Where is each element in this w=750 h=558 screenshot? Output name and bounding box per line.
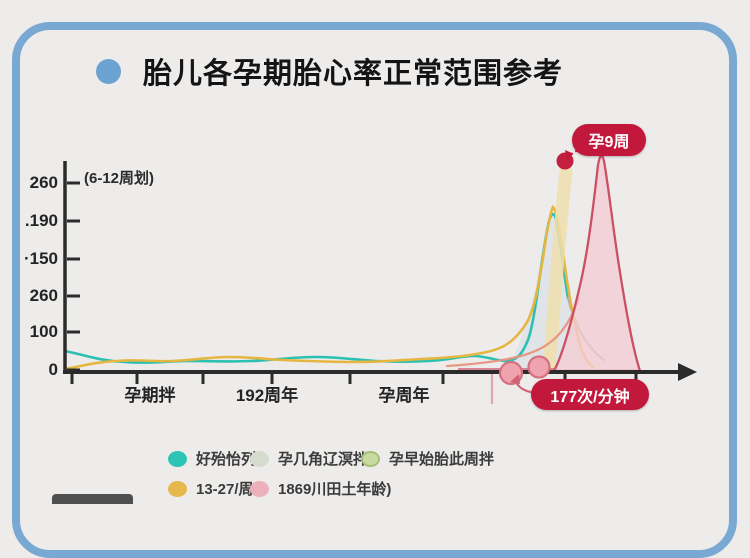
legend-swatch-pale	[250, 450, 269, 467]
bullet-dot-icon	[96, 58, 121, 84]
legend-swatch-gold	[168, 480, 187, 497]
teal-curve	[63, 212, 570, 364]
y-tick-label: 100	[29, 322, 58, 341]
legend-swatch-teal	[168, 450, 187, 467]
pink-area-fill	[554, 155, 640, 371]
legend-label: 1869川田土年龄)	[278, 481, 392, 498]
x-axis-arrow-icon	[678, 363, 697, 381]
axis-marker-circle-2	[527, 355, 551, 379]
dashed-arrowhead-icon	[565, 150, 572, 159]
legend-swatch-pink	[250, 480, 269, 497]
salmon-curve	[445, 296, 581, 368]
page-title: 胎儿各孕期胎心率正常范围参考	[143, 58, 564, 90]
legend-item: 13-27/周	[168, 478, 254, 499]
badge-arrowhead-icon	[510, 374, 520, 384]
legend-label: 13-27/周	[196, 481, 254, 498]
cutoff-bar	[52, 494, 133, 504]
legend-label: 孕早始胎此周拌	[389, 451, 495, 468]
x-tick-label: 孕周年	[378, 386, 430, 405]
header: 胎儿各孕期胎心率正常范围参考	[96, 50, 563, 92]
bpm-badge: 177次/分钟	[531, 379, 649, 410]
y-tick-label: 260	[29, 286, 58, 305]
cream-band	[542, 165, 573, 372]
y-axis-annotation: (6-12周划)	[84, 170, 155, 187]
legend-swatch-green	[361, 450, 380, 467]
week9-badge-label: 孕9周	[588, 134, 630, 151]
yellow-curve	[63, 204, 595, 371]
y-tick-label: 0	[48, 360, 58, 379]
legend-label: 好殆怡列	[196, 451, 257, 468]
x-tick-label: 192周年	[235, 386, 299, 405]
chart-canvas	[63, 149, 697, 404]
legend-item: 孕几角辽溟拌	[250, 448, 368, 469]
y-tick-label: 260	[29, 173, 58, 192]
x-tick-label: 孕期拌	[124, 386, 176, 405]
y-tick-label: ·150	[23, 249, 58, 268]
legend-label: 孕几角辽溟拌	[278, 451, 369, 468]
bpm-badge-label: 177次/分钟	[550, 388, 630, 406]
red-dot-marker	[556, 152, 574, 170]
legend-item: 孕早始胎此周拌	[361, 448, 494, 469]
legend-item: 好殆怡列	[168, 448, 256, 469]
week9-badge: 孕9周	[572, 124, 646, 156]
y-tick-label: .190	[24, 211, 58, 230]
legend-item: 1869川田土年龄)	[250, 478, 391, 499]
